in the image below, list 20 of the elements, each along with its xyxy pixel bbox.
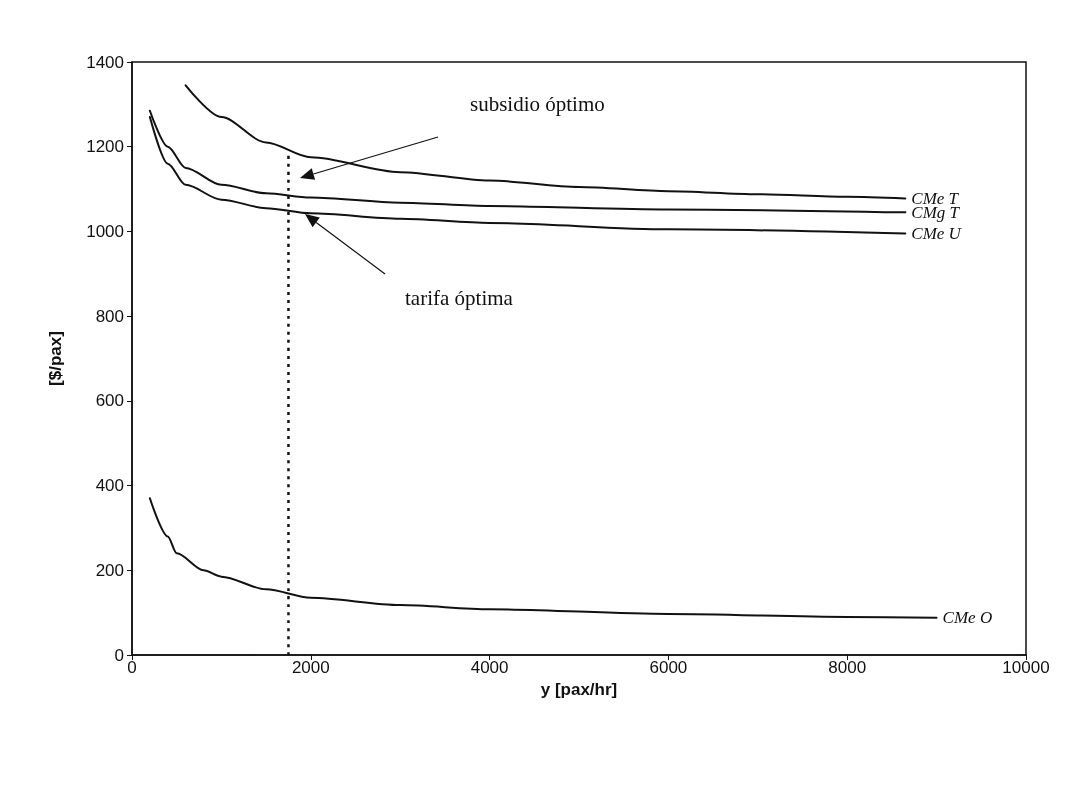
y-axis-title: [$/pax]: [46, 331, 65, 386]
x-tick-label: 8000: [828, 658, 867, 677]
x-tick-label: 6000: [649, 658, 688, 677]
x-axis-title: y [pax/hr]: [540, 679, 618, 699]
x-tick-label: 0: [127, 658, 137, 677]
y-tick-label: 1000: [86, 221, 124, 241]
annotation: subsidio óptimo: [470, 92, 605, 116]
x-tick-label: 2000: [291, 658, 330, 677]
y-tick-label: 600: [95, 391, 124, 411]
y-tick-label: 400: [95, 476, 124, 496]
y-tick-label: 1200: [86, 137, 124, 157]
series-label: CMe T: [911, 188, 960, 208]
annotation: tarifa óptima: [405, 286, 514, 310]
series-label: CMe U: [911, 224, 963, 244]
y-tick-label: 1400: [86, 52, 124, 72]
series-label: CMe O: [942, 608, 993, 628]
x-tick-label: 10000: [1002, 658, 1050, 677]
y-tick-label: 800: [95, 306, 124, 326]
x-tick-label: 4000: [470, 658, 509, 677]
y-tick-label: 200: [95, 560, 124, 580]
